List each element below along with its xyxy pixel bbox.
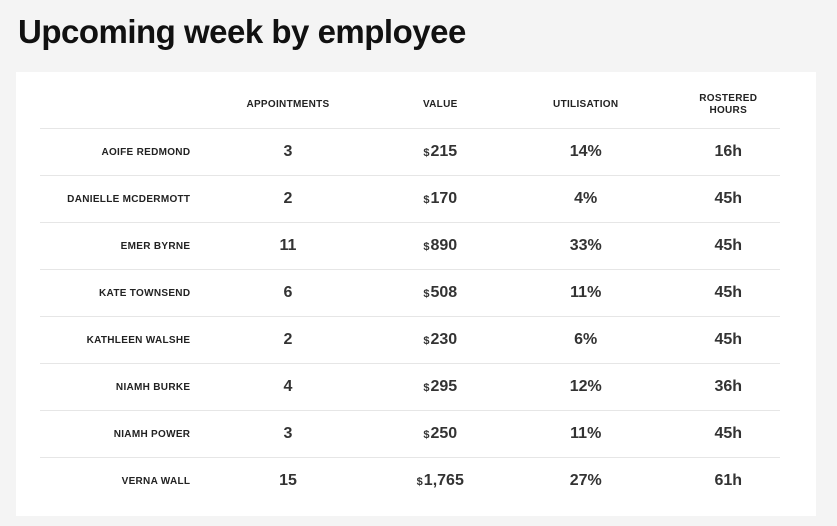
employee-name: EMER BYRNE	[120, 240, 191, 252]
employee-name: KATE TOWNSEND	[99, 287, 191, 299]
appointments-value: 6	[283, 284, 293, 301]
appointments-value: 3	[283, 425, 293, 442]
employee-table-card: APPOINTMENTS VALUE UTILISATION ROSTERED …	[16, 72, 816, 516]
value-number: 230	[430, 331, 458, 348]
header-rostered-hours-line2: HOURS	[709, 105, 748, 116]
header-rostered-hours-line1: ROSTERED	[699, 93, 758, 104]
value-number: 890	[430, 237, 458, 254]
value-amount: $295	[386, 378, 495, 396]
header-appointments[interactable]: APPOINTMENTS	[246, 99, 330, 110]
currency-symbol: $	[423, 147, 430, 159]
table-row[interactable]: AOIFE REDMOND 3 $215 14% 16h	[40, 129, 780, 176]
value-amount: $215	[386, 143, 495, 161]
header-value[interactable]: VALUE	[422, 99, 458, 110]
appointments-value: 2	[283, 331, 293, 348]
header-rostered-hours[interactable]: ROSTERED HOURS	[677, 93, 780, 117]
utilisation-value: 33%	[569, 237, 602, 254]
table-row[interactable]: NIAMH BURKE 4 $295 12% 36h	[40, 364, 780, 411]
utilisation-value: 4%	[574, 190, 598, 207]
value-amount: $1,765	[386, 472, 495, 490]
value-amount: $508	[386, 284, 495, 302]
utilisation-value: 6%	[574, 331, 598, 348]
value-number: 170	[430, 190, 458, 207]
currency-symbol: $	[423, 241, 430, 253]
table-row[interactable]: KATE TOWNSEND 6 $508 11% 45h	[40, 270, 780, 317]
table-row[interactable]: EMER BYRNE 11 $890 33% 45h	[40, 223, 780, 270]
value-number: 215	[430, 143, 458, 160]
currency-symbol: $	[423, 429, 430, 441]
utilisation-value: 14%	[569, 143, 602, 160]
table-row[interactable]: VERNA WALL 15 $1,765 27% 61h	[40, 458, 780, 504]
employee-name: DANIELLE MCDERMOTT	[67, 193, 191, 205]
value-number: 250	[430, 425, 458, 442]
value-number: 295	[430, 378, 458, 395]
appointments-value: 4	[283, 378, 293, 395]
rostered-hours-value: 16h	[714, 143, 743, 160]
employee-name: AOIFE REDMOND	[101, 146, 191, 158]
employee-name: NIAMH BURKE	[115, 381, 191, 393]
employee-name: NIAMH POWER	[113, 428, 191, 440]
rostered-hours-value: 45h	[714, 284, 743, 301]
value-amount: $250	[386, 425, 495, 443]
rostered-hours-value: 45h	[714, 237, 743, 254]
value-number: 508	[430, 284, 458, 301]
utilisation-value: 11%	[570, 284, 602, 301]
appointments-value: 3	[283, 143, 293, 160]
employee-name: KATHLEEN WALSHE	[86, 334, 191, 346]
value-amount: $170	[386, 190, 495, 208]
currency-symbol: $	[416, 476, 423, 488]
table-header-row: APPOINTMENTS VALUE UTILISATION ROSTERED …	[40, 82, 780, 129]
utilisation-value: 12%	[569, 378, 602, 395]
rostered-hours-value: 61h	[714, 472, 743, 489]
utilisation-value: 11%	[570, 425, 602, 442]
rostered-hours-value: 45h	[714, 190, 743, 207]
rostered-hours-value: 45h	[714, 331, 743, 348]
rostered-hours-value: 45h	[714, 425, 743, 442]
utilisation-value: 27%	[569, 472, 602, 489]
currency-symbol: $	[423, 382, 430, 394]
currency-symbol: $	[423, 288, 430, 300]
page-title: Upcoming week by employee	[18, 13, 466, 50]
currency-symbol: $	[423, 194, 430, 206]
table-row[interactable]: KATHLEEN WALSHE 2 $230 6% 45h	[40, 317, 780, 364]
appointments-value: 11	[279, 237, 297, 254]
header-utilisation[interactable]: UTILISATION	[553, 99, 619, 110]
value-amount: $230	[386, 331, 495, 349]
value-number: 1,765	[423, 472, 464, 489]
table-row[interactable]: DANIELLE MCDERMOTT 2 $170 4% 45h	[40, 176, 780, 223]
rostered-hours-value: 36h	[714, 378, 743, 395]
table-row[interactable]: NIAMH POWER 3 $250 11% 45h	[40, 411, 780, 458]
appointments-value: 2	[283, 190, 293, 207]
appointments-value: 15	[279, 472, 297, 489]
currency-symbol: $	[423, 335, 430, 347]
employee-name: VERNA WALL	[121, 475, 191, 487]
employee-table: APPOINTMENTS VALUE UTILISATION ROSTERED …	[40, 82, 780, 504]
value-amount: $890	[386, 237, 495, 255]
